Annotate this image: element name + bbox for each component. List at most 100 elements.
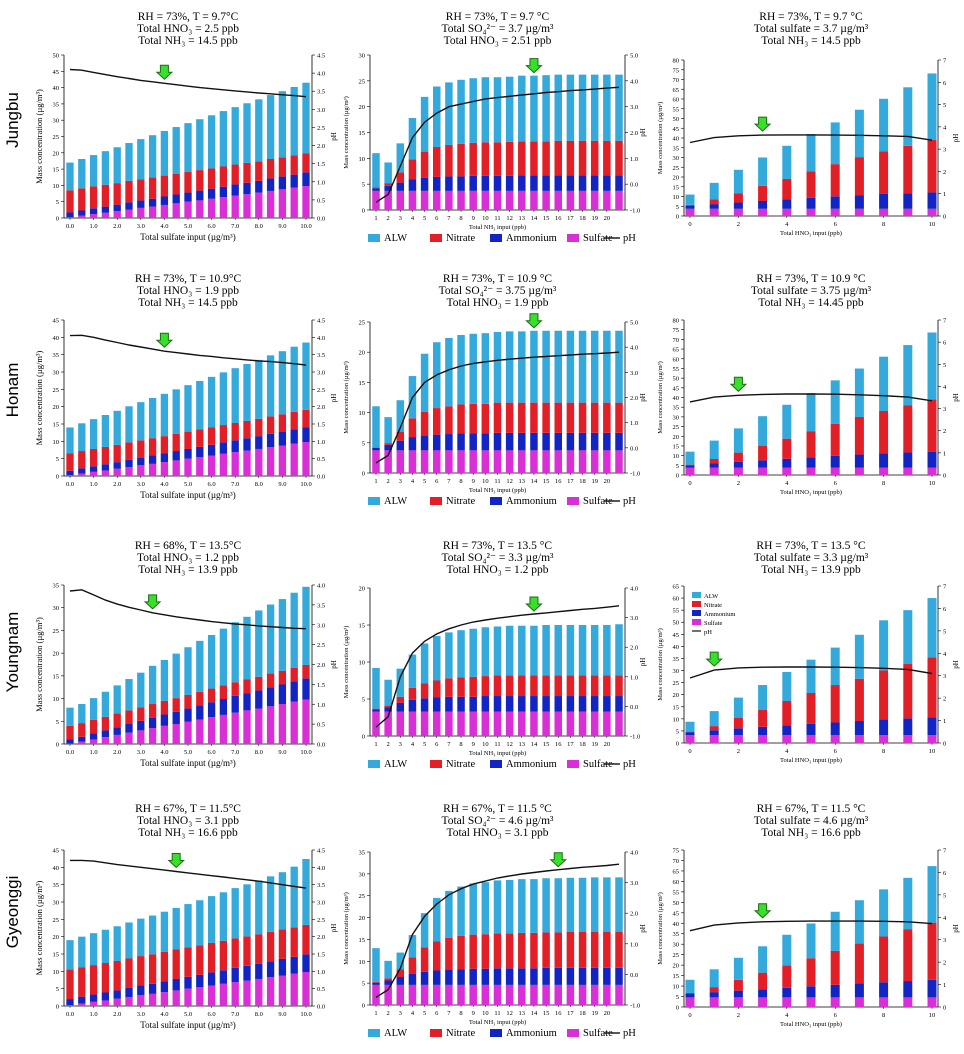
bar-nitrate xyxy=(433,941,441,971)
bar-alw xyxy=(148,665,157,705)
bar-sulfate xyxy=(255,978,263,1006)
marker-arrow-icon xyxy=(753,116,772,132)
bar-ammonium xyxy=(903,718,913,736)
bar-ammonium xyxy=(469,968,477,985)
chart-title-line: Total HNO₃ = 1.9 ppb xyxy=(137,285,239,297)
y-tick-label: 5 xyxy=(56,199,59,206)
y-tick-label: 15 xyxy=(359,937,366,944)
y2-tick-label: 3.0 xyxy=(630,615,638,622)
y-axis-label: Mass concentration (µg/m³) xyxy=(34,89,44,184)
bar-sulfate xyxy=(578,984,587,1005)
bar-nitrate xyxy=(172,173,180,195)
bar-nitrate xyxy=(125,180,133,203)
bar-ammonium xyxy=(266,961,275,978)
bar-ammonium xyxy=(505,696,514,712)
x-tick-label: 10 xyxy=(482,1010,489,1017)
chart-title-line: RH = 73%, T = 10.9 °C xyxy=(443,273,552,285)
y-tick-label: 10 xyxy=(53,696,60,703)
x-axis-label: Total NH₃ input (ppb) xyxy=(469,224,526,231)
bar-ammonium xyxy=(578,432,587,451)
bar-alw xyxy=(243,884,251,937)
y-tick-label: 45 xyxy=(673,126,680,133)
bar-alw xyxy=(615,624,623,676)
bar-nitrate xyxy=(160,700,169,715)
bar-sulfate xyxy=(207,455,216,476)
bar-nitrate xyxy=(481,676,490,697)
bar-ammonium xyxy=(255,180,263,193)
bar-alw xyxy=(78,423,86,452)
bar-nitrate xyxy=(481,403,490,434)
bar-nitrate xyxy=(125,958,133,988)
y-tick-label: 30 xyxy=(53,118,60,125)
bar-sulfate xyxy=(137,730,145,744)
bar-alw xyxy=(290,866,298,928)
bar-alw xyxy=(372,948,380,982)
bar-sulfate xyxy=(78,473,86,476)
bar-ammonium xyxy=(481,175,490,191)
bar-nitrate xyxy=(542,932,550,968)
bar-nitrate xyxy=(854,416,864,455)
bar-nitrate xyxy=(542,675,550,697)
bar-ammonium xyxy=(806,197,816,209)
y-tick-label: 5 xyxy=(56,719,59,726)
bar-alw xyxy=(445,82,453,145)
legend-swatch-nitrate xyxy=(430,234,442,242)
y-axis-label-text: Mass concentration (µg/m³) xyxy=(34,350,44,445)
x-tick-label: 6 xyxy=(834,748,838,755)
y-tick-label: 15 xyxy=(673,973,680,980)
y-tick-label: 30 xyxy=(53,370,60,377)
chart-title-line: RH = 68%, T = 13.5°C xyxy=(135,540,242,552)
bar-sulfate xyxy=(78,1003,86,1006)
bar-alw xyxy=(219,372,228,426)
bar-ammonium xyxy=(384,185,392,191)
x-tick-label: 7 xyxy=(447,741,451,748)
bar-alw xyxy=(66,162,74,191)
bar-ammonium xyxy=(493,968,502,985)
bar-nitrate xyxy=(493,402,502,433)
y-tick-label: 65 xyxy=(673,868,680,875)
bar-alw xyxy=(469,628,477,677)
bar-nitrate xyxy=(372,447,380,448)
bar-ammonium xyxy=(219,442,228,454)
y-tick-label: 25 xyxy=(53,917,60,924)
y-axis-label-text: Mass concentration (µg/m³) xyxy=(657,102,664,174)
bar-nitrate xyxy=(148,177,157,199)
bar-nitrate xyxy=(89,448,98,467)
bar-sulfate xyxy=(782,467,792,475)
x-tick-label: 4 xyxy=(411,478,415,485)
bar-sulfate xyxy=(758,467,768,475)
x-tick-label: 8 xyxy=(459,1010,462,1017)
bar-ammonium xyxy=(231,184,239,196)
bar-ammonium xyxy=(384,980,392,985)
y2-tick-label: 7 xyxy=(943,58,947,65)
bar-nitrate xyxy=(927,139,937,193)
bar-sulfate xyxy=(89,471,98,476)
bar-alw xyxy=(457,334,465,405)
bar-nitrate xyxy=(207,427,216,445)
y2-tick-label: 1.0 xyxy=(317,439,325,446)
bar-alw xyxy=(903,87,913,146)
chart-title-line: Total HNO₃ = 1.2 ppb xyxy=(137,552,239,564)
bar-sulfate xyxy=(396,984,405,1005)
bar-ammonium xyxy=(709,730,719,736)
x-tick-label: 14 xyxy=(531,215,538,222)
y-tick-label: 10 xyxy=(673,194,680,201)
x-tick-label: 9 xyxy=(472,478,475,485)
bar-sulfate xyxy=(372,984,380,1005)
x-axis-label: Total HNO₃ input (ppb) xyxy=(780,489,842,496)
bar-sulfate xyxy=(615,190,623,210)
y-tick-label: 40 xyxy=(673,921,680,928)
bar-alw xyxy=(927,73,937,140)
y-tick-label: 0 xyxy=(362,734,365,741)
bar-alw xyxy=(66,707,74,726)
bar-ammonium xyxy=(758,200,768,209)
y-axis-label: Mass concentration (µg/m³) xyxy=(657,628,664,700)
x-tick-label: 6 xyxy=(435,215,439,222)
bar-sulfate xyxy=(758,735,768,743)
bar-sulfate xyxy=(806,735,816,743)
x-tick-label: 3.0 xyxy=(137,223,145,230)
x-tick-label: 10.0 xyxy=(300,1011,311,1018)
ph-line xyxy=(689,393,933,403)
bar-ammonium xyxy=(196,190,204,201)
